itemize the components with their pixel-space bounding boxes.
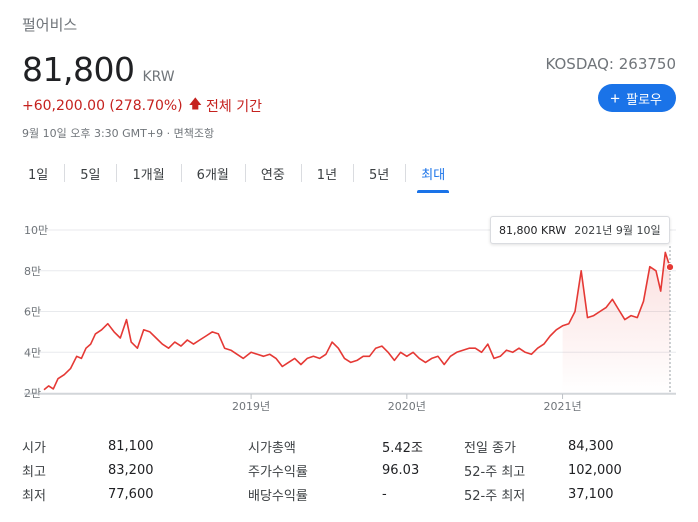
y-tick-label: 6만 — [24, 306, 41, 319]
stat-label: 52-주 최저 — [464, 488, 526, 504]
stat-value: 84,300 — [568, 438, 614, 454]
series-area — [562, 252, 670, 393]
stat-label: 배당수익률 — [248, 488, 308, 504]
tab-label: 1개월 — [132, 168, 165, 183]
y-tick-label: 4만 — [24, 346, 41, 359]
price-row: 81,800 KRW — [22, 50, 175, 89]
tab-1m[interactable]: 1개월 — [116, 158, 180, 193]
stat-label: 시가총액 — [248, 440, 296, 456]
stat-label: 전일 종가 — [464, 440, 516, 456]
y-tick-label: 10만 — [24, 224, 48, 237]
range-tabs: 1일 5일 1개월 6개월 연중 1년 5년 최대 — [12, 158, 461, 193]
tab-max[interactable]: 최대 — [405, 158, 461, 193]
stats-row: 최고 83,200 주가수익률 96.03 52-주 최고 102,000 — [22, 458, 676, 482]
chart-tooltip: 81,800 KRW 2021년 9월 10일 — [490, 216, 670, 244]
tab-5y[interactable]: 5년 — [353, 158, 405, 193]
stat-label: 시가 — [22, 440, 46, 456]
stat-value: 96.03 — [382, 462, 420, 478]
change-period: 전체 기간 — [206, 99, 263, 115]
exchange-ticker: KOSDAQ: 263750 — [545, 55, 676, 73]
y-tick-label: 8만 — [24, 265, 41, 278]
tab-label: 1일 — [28, 168, 49, 183]
tooltip-price: 81,800 KRW — [499, 223, 567, 237]
tab-1d[interactable]: 1일 — [12, 158, 64, 193]
tab-6m[interactable]: 6개월 — [180, 158, 245, 193]
stat-label: 최저 — [22, 488, 46, 504]
tab-label: 6개월 — [196, 168, 229, 183]
tab-5d[interactable]: 5일 — [64, 158, 116, 193]
stat-value: - — [382, 486, 387, 502]
follow-button[interactable]: + 팔로우 — [598, 84, 676, 112]
stats-table: 시가 81,100 시가총액 5.42조 전일 종가 84,300 최고 83,… — [22, 434, 676, 506]
timestamp-disclaimer[interactable]: 9월 10일 오후 3:30 GMT+9 · 면책조항 — [22, 127, 215, 140]
stat-label: 최고 — [22, 464, 46, 480]
tab-label: 5일 — [80, 168, 101, 183]
tab-1y[interactable]: 1년 — [300, 158, 353, 193]
current-price-point — [665, 262, 675, 272]
price-change: +60,200.00 (278.70%) 🡅 전체 기간 — [22, 95, 262, 117]
x-tick-label: 2020년 — [388, 400, 426, 413]
stat-value: 102,000 — [568, 462, 622, 478]
follow-label: 팔로우 — [626, 91, 662, 107]
stats-row: 시가 81,100 시가총액 5.42조 전일 종가 84,300 — [22, 434, 676, 458]
stat-value: 37,100 — [568, 486, 614, 502]
tab-label: 5년 — [369, 168, 390, 183]
stat-label: 52-주 최고 — [464, 464, 526, 480]
stat-value: 81,100 — [108, 438, 154, 454]
tab-ytd[interactable]: 연중 — [244, 158, 301, 193]
stat-label: 주가수익률 — [248, 464, 308, 480]
change-value: +60,200.00 (278.70%) — [22, 98, 183, 114]
currency-label: KRW — [142, 69, 175, 85]
stat-value: 77,600 — [108, 486, 154, 502]
arrow-up-icon: 🡅 — [188, 97, 203, 112]
tab-label: 1년 — [316, 168, 338, 183]
tab-label: 최대 — [421, 168, 446, 183]
plus-icon: + — [610, 88, 621, 108]
x-tick-label: 2019년 — [232, 400, 270, 413]
current-price: 81,800 — [22, 50, 135, 89]
tab-label: 연중 — [260, 168, 285, 183]
price-line — [43, 251, 671, 391]
x-tick-label: 2021년 — [543, 400, 581, 413]
stats-row: 최저 77,600 배당수익률 - 52-주 최저 37,100 — [22, 482, 676, 506]
stat-value: 5.42조 — [382, 440, 423, 456]
stat-value: 83,200 — [108, 462, 154, 478]
company-name: 펄어비스 — [22, 16, 78, 34]
tooltip-date: 2021년 9월 10일 — [574, 224, 661, 237]
